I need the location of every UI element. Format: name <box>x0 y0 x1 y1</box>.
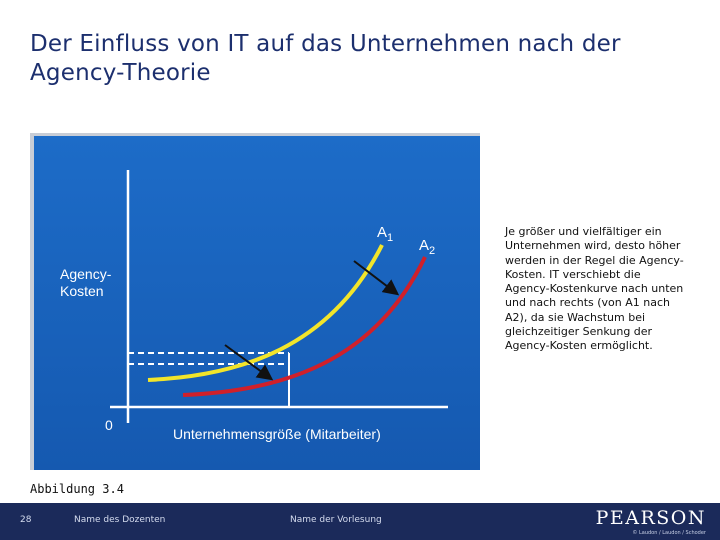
origin-label: 0 <box>105 417 113 433</box>
y-axis-label-line2: Kosten <box>60 283 104 299</box>
figure-left-edge <box>30 133 34 470</box>
curve-a1 <box>147 244 384 382</box>
agency-cost-diagram: Agency- Kosten 0 Unternehmensgröße (Mita… <box>30 133 480 470</box>
curve-a1-label: A1 <box>377 224 393 244</box>
curve-a1-index: 1 <box>387 232 393 244</box>
agency-cost-figure: Agency- Kosten 0 Unternehmensgröße (Mita… <box>30 133 480 470</box>
logo-wordmark: PEARSON <box>595 507 706 529</box>
lecture-name: Name der Vorlesung <box>290 515 382 525</box>
footer-bar: 28 Name des Dozenten Name der Vorlesung … <box>0 503 720 540</box>
curve-a2-letter: A <box>419 237 429 254</box>
y-axis-label-line1: Agency- <box>60 266 112 282</box>
shift-arrow-lower <box>224 344 274 381</box>
logo-subline: © Laudon / Laudon / Schoder <box>632 530 706 536</box>
figure-background <box>30 133 480 470</box>
description-text: Je größer und vielfältiger ein Unternehm… <box>505 225 684 353</box>
page-number: 28 <box>20 515 32 525</box>
figure-top-edge <box>30 133 480 136</box>
curve-a1-letter: A <box>377 224 387 241</box>
shift-arrow-upper <box>353 260 400 296</box>
pearson-logo: PEARSON © Laudon / Laudon / Schoder <box>596 507 706 536</box>
curve-a2-label: A2 <box>419 237 435 257</box>
x-axis-label: Unternehmensgröße (Mitarbeiter) <box>173 426 381 442</box>
curve-a2 <box>182 256 427 397</box>
figure-caption: Abbildung 3.4 <box>30 482 124 496</box>
lecturer-name: Name des Dozenten <box>74 515 166 525</box>
slide-title: Der Einfluss von IT auf das Unternehmen … <box>30 31 621 86</box>
curve-a2-index: 2 <box>429 245 435 257</box>
